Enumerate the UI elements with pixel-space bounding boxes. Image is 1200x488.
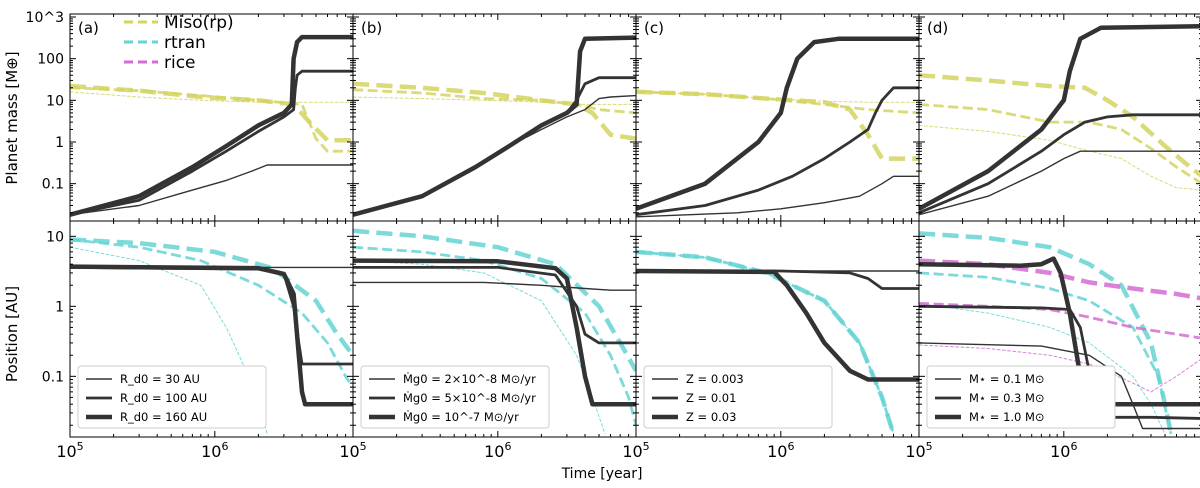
mass-series [70,164,353,216]
miso-series [70,91,353,103]
y-tick-label: 1 [55,299,64,315]
legend-label: Ṁg0 = 2×10^-8 M⊙/yr [403,371,536,386]
x-tick-label: 106 [484,440,511,461]
rtran-series [70,237,353,357]
legend-label: M⋆ = 1.0 M⊙ [969,410,1045,424]
legend-box [360,365,550,429]
position-plot [636,249,919,435]
y-axis-label-top: Planet mass [M⊕] [3,51,21,184]
position-series [353,266,636,345]
y-tick-label: 1 [55,135,64,151]
legend-label: Z = 0.01 [686,391,736,405]
y-tick-label: 10 [46,93,64,109]
miso-series [70,83,353,143]
miso-series [353,81,636,141]
legend-label: Ṁg0 = 10^-7 M⊙/yr [403,409,519,424]
legend-label: Ṁg0 = 5×10^-8 M⊙/yr [403,390,536,405]
legend-label: R_d0 = 160 AU [120,410,207,424]
mass-series [636,175,919,218]
y-tick-label: 10 [46,229,64,245]
rtran-series [636,251,894,435]
miso-series [919,72,1200,178]
mass-series [70,34,353,217]
mass-series [919,23,1200,211]
panel-d: (d) 105 106 M⋆ = 0.1 M⊙ M⋆ = 0.3 M⊙ M⋆ = 1.0 … [905,13,1200,461]
mass-series [353,35,636,217]
y-tick-label: 100 [37,52,64,68]
mass-plot [919,23,1200,216]
miso-series [353,96,636,105]
x-tick-label: 105 [622,440,649,461]
mass-series [636,36,919,211]
legend-label: R_d0 = 100 AU [120,391,207,405]
x-tick-label: 106 [201,440,228,461]
legend-label: M⋆ = 0.1 M⊙ [969,372,1045,386]
position-series [919,304,1200,420]
position-series [70,266,353,366]
mass-frame [918,13,1200,222]
position-series [636,268,919,382]
panel-label: (a) [78,19,99,37]
y-tick-label: 10^3 [26,10,64,26]
panel-label: (c) [644,19,664,37]
miso-series [636,89,919,161]
mass-plot [353,35,636,217]
mass-frame [69,13,354,222]
y-tick-label: 0.1 [42,177,64,193]
rtran-series [919,302,1166,435]
panel-c: (c) 105 106 Z = 0.003 Z = 0.01 Z = 0.03 [622,13,920,461]
legend-box [643,365,833,429]
legend-box [926,365,1116,429]
position-series [919,342,1200,430]
miso-series [919,103,1200,185]
legend-label: Z = 0.03 [686,410,736,424]
legend-label: M⋆ = 0.3 M⊙ [969,391,1045,405]
panel-label: (b) [361,19,382,37]
position-plot [353,228,636,435]
x-tick-label: 105 [339,440,366,461]
panel-a: 0.1 1 10 100 10^3 0.1 1 10 (a) 105 106 R_d0 = 30 AU… [26,10,354,461]
rtran-series [353,245,636,426]
position-series [353,281,636,291]
legend-label: rtran [164,33,206,53]
rtran-series [636,249,896,435]
position-series [353,258,636,407]
panel-b: (b) 105 106 Ṁg0 = 2×10^-8 M⊙/yr Ṁg0 = 5×10^-… [339,13,637,461]
legend-label: rice [164,53,196,73]
x-tick-label: 105 [905,440,932,461]
panel-label: (d) [927,19,948,37]
position-series [70,264,353,407]
x-tick-label: 106 [767,440,794,461]
mass-series [919,150,1200,216]
x-tick-label: 105 [56,440,83,461]
miso-series [919,124,1200,191]
rtran-series [70,238,353,388]
x-tick-label: 106 [1050,440,1077,461]
legend-label: Miso(rp) [164,13,234,33]
x-axis-label: Time [year] [561,466,643,482]
rtran-series [353,260,606,435]
legend-label: R_d0 = 30 AU [120,372,200,386]
rtran-series [919,231,1174,435]
mass-series [919,113,1200,215]
position-frame [918,220,1200,438]
legend-label: Z = 0.003 [686,372,744,386]
rice-series [919,258,1200,301]
mass-series [636,86,919,217]
mass-series [70,69,353,217]
rtran-series [353,228,636,372]
mass-plot [70,34,353,217]
y-tick-label: 0.1 [42,369,64,385]
y-axis-label-bottom: Position [AU] [3,286,21,382]
mass-plot [636,36,919,218]
legend-box [77,365,267,429]
